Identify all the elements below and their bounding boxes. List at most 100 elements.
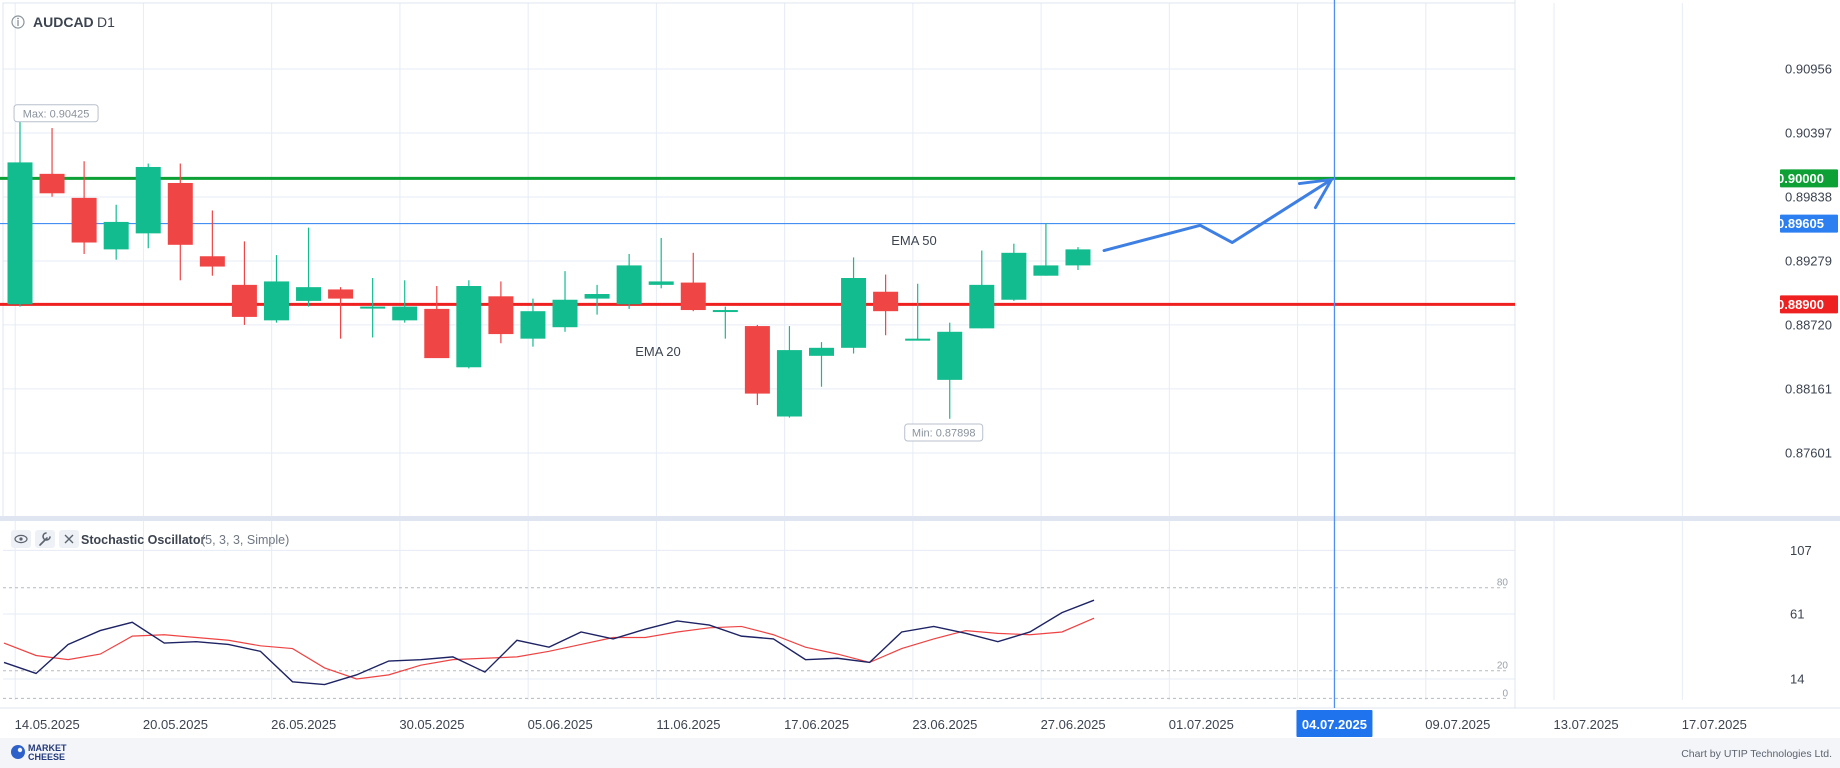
candle-body (488, 296, 514, 335)
footer: MARKET CHEESE Chart by UTIP Technologies… (0, 738, 1840, 768)
candle-body (584, 294, 610, 299)
level-price-label: 0.89605 (1777, 216, 1824, 231)
price-tick-label: 0.88161 (1785, 381, 1832, 396)
brand-logo: MARKET CHEESE (11, 743, 67, 762)
candle-body (7, 162, 33, 305)
info-icon[interactable] (11, 15, 25, 29)
date-tick-label: 17.06.2025 (784, 717, 849, 732)
date-tick-label: 09.07.2025 (1425, 717, 1490, 732)
ema50-label: EMA 50 (891, 233, 937, 248)
candle-body (167, 182, 193, 245)
candles (7, 121, 1091, 419)
candle-body (263, 281, 289, 321)
annotations: Max: 0.90425 Min: 0.87898 EMA 20 EMA 50 (13, 104, 984, 442)
stochastic-tick-label: 61 (1790, 607, 1804, 622)
date-tick-label: 01.07.2025 (1169, 717, 1234, 732)
cursor-date-label: 04.07.2025 (1302, 717, 1367, 732)
candle-body (841, 277, 867, 348)
max-label: Max: 0.90425 (23, 108, 90, 120)
forecast-path (1102, 178, 1333, 253)
level-price-label: 0.90000 (1777, 171, 1824, 186)
price-tick-label: 0.88720 (1785, 317, 1832, 332)
candle-body (712, 310, 738, 313)
candle-body (392, 306, 418, 321)
price-tick-label: 0.90397 (1785, 125, 1832, 140)
candle-body (616, 265, 642, 305)
candle-body (360, 306, 386, 309)
candle-body (231, 284, 257, 317)
candle-body (648, 281, 674, 285)
date-tick-label: 30.05.2025 (399, 717, 464, 732)
level-price-box (1780, 295, 1838, 314)
candle-body (424, 308, 450, 359)
candle-body (905, 338, 931, 341)
footer-bar (0, 738, 1840, 768)
date-tick-label: 23.06.2025 (912, 717, 977, 732)
level-price-label: 0.88900 (1777, 297, 1824, 312)
candle-body (135, 166, 161, 234)
date-tick-label: 27.06.2025 (1041, 717, 1106, 732)
stochastic-tick-label: 107 (1790, 543, 1812, 558)
price-tick-label: 0.89279 (1785, 253, 1832, 268)
date-tick-label: 17.07.2025 (1682, 717, 1747, 732)
level-price-box (1780, 169, 1838, 188)
pane-separator (0, 516, 1840, 521)
candle-body (520, 311, 546, 339)
stochastic-k-line (3, 599, 1095, 686)
date-tick-label: 11.06.2025 (656, 717, 720, 732)
candle-body (680, 282, 706, 311)
price-tick-label: 0.87601 (1785, 446, 1832, 461)
stochastic-level-label: 80 (1497, 578, 1509, 589)
chart-credit: Chart by UTIP Technologies Ltd. (1681, 748, 1832, 760)
candle-body (776, 350, 802, 417)
stochastic-panel: 80 20 0 (3, 578, 1509, 699)
price-tick-label: 0.89838 (1785, 189, 1832, 204)
candle-body (296, 287, 322, 301)
stochastic-level-label: 20 (1497, 661, 1509, 672)
eye-icon-pupil (19, 537, 23, 541)
date-tick-label: 14.05.2025 (15, 717, 80, 732)
stochastic-d-line (3, 617, 1095, 680)
candle-body (39, 173, 65, 194)
brand-line-2: CHEESE (28, 752, 65, 762)
candle-body (1033, 265, 1059, 276)
ema20-label: EMA 20 (635, 344, 681, 359)
brand-logo-icon (11, 745, 25, 759)
price-axis: 0.90000 0.89605 0.88900 0.90956 0.90397 0.898… (1777, 62, 1838, 687)
stochastic-header: Stochastic Oscillator (5, 3, 3, Simple) (11, 530, 289, 548)
candle-body (1001, 252, 1027, 300)
forecast-arrow (1102, 178, 1333, 253)
cursor-date-box (1296, 710, 1373, 737)
eye-icon (14, 534, 28, 544)
wrench-icon (39, 532, 51, 546)
max-label-box (13, 104, 99, 123)
min-label-box (904, 423, 984, 442)
price-tick-label: 0.90956 (1785, 62, 1832, 77)
stochastic-params: (5, 3, 3, Simple) (201, 533, 289, 547)
level-price-box (1780, 214, 1838, 233)
chart-header: AUDCAD D1 (11, 14, 115, 30)
date-tick-label: 13.07.2025 (1554, 717, 1619, 732)
close-icon (64, 534, 74, 544)
brand-logo-icon-hole (17, 747, 23, 753)
candle-body (103, 221, 129, 250)
date-tick-label: 26.05.2025 (271, 717, 336, 732)
candle-body (328, 289, 354, 299)
candle-body (744, 326, 770, 394)
candle-body (456, 286, 482, 368)
stochastic-level-label: 0 (1502, 688, 1508, 699)
candle-body (199, 256, 225, 267)
min-label: Min: 0.87898 (912, 428, 976, 440)
candle-body (552, 299, 578, 328)
brand-line-1: MARKET (28, 743, 67, 753)
symbol-label: AUDCAD (33, 14, 94, 30)
stochastic-tick-label: 14 (1790, 672, 1804, 687)
candle-body (1065, 249, 1091, 266)
candle-body (937, 331, 963, 380)
info-icon-dot (17, 17, 19, 20)
date-tick-label: 05.06.2025 (528, 717, 593, 732)
time-axis: 14.05.2025 20.05.2025 26.05.2025 30.05.2025… (15, 710, 1747, 737)
stochastic-title: Stochastic Oscillator (81, 533, 205, 547)
candle-body (873, 291, 899, 312)
